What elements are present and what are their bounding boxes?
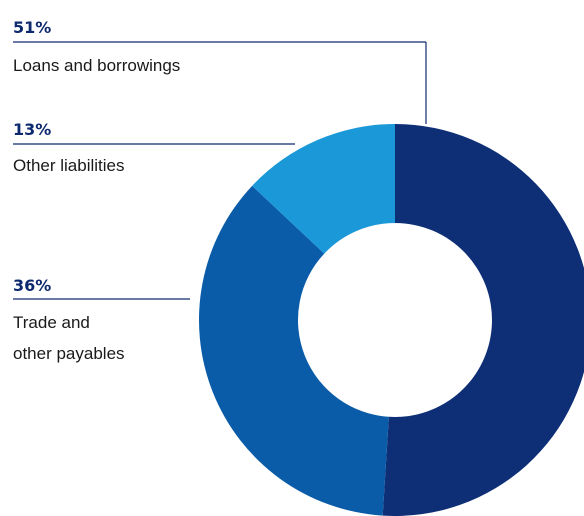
annotation-other-liabilities: 13% Other liabilities — [13, 120, 295, 175]
donut-slices — [199, 124, 584, 516]
category-label-other-liabilities: Other liabilities — [13, 156, 125, 175]
donut-slice-loans-and-borrowings — [382, 124, 584, 516]
category-label-trade-payables-line2: other payables — [13, 344, 125, 363]
donut-slice-other-liabilities — [252, 124, 395, 254]
category-label-loans: Loans and borrowings — [13, 56, 180, 75]
category-label-trade-payables-line1: Trade and — [13, 313, 90, 332]
data-label-trade-payables-pct: 36% — [13, 276, 51, 295]
annotation-trade-payables: 36% Trade and other payables — [13, 276, 190, 363]
annotation-loans: 51% Loans and borrowings — [13, 18, 427, 124]
donut-slice-trade-and-other-payables — [199, 185, 389, 516]
data-label-other-liabilities-pct: 13% — [13, 120, 51, 139]
data-label-loans-pct: 51% — [13, 18, 51, 37]
